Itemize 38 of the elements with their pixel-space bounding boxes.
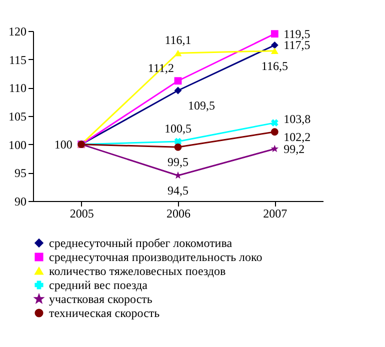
point: [270, 119, 278, 126]
data-label: 116,5: [261, 58, 288, 73]
x-tick-label: 2007: [263, 206, 288, 220]
y-tick-label: 115: [8, 52, 26, 67]
legend-label: техническая скорость: [49, 306, 160, 320]
legend-label: средний вес поезда: [49, 278, 148, 292]
legend-label: участковая скорость: [49, 292, 153, 306]
point: [270, 30, 278, 38]
point: [270, 41, 278, 49]
point: [174, 143, 182, 151]
y-tick-label: 95: [14, 166, 26, 180]
point: [174, 86, 182, 94]
point: [270, 48, 278, 54]
point: [174, 77, 182, 85]
point: [270, 144, 279, 152]
data-label: 100: [54, 137, 72, 152]
legend-label: среднесуточный пробег локомотива: [49, 236, 233, 250]
legend-label: среднесуточная производительность локо: [49, 250, 262, 264]
point: [270, 128, 278, 136]
y-tick-label: 120: [8, 24, 26, 38]
point: [174, 50, 182, 56]
data-label: 103,8: [284, 112, 311, 126]
y-tick-label: 100: [8, 138, 26, 152]
y-tick-label: 110: [8, 81, 26, 96]
x-tick-label: 2006: [166, 206, 190, 220]
y-tick-label: 105: [8, 110, 26, 124]
data-label: 102,2: [284, 130, 311, 144]
legend-label: количество тяжеловесных поездов: [49, 264, 226, 278]
data-label: 119,5: [284, 26, 310, 41]
data-label: 94,5: [168, 184, 188, 198]
data-label: 100,5: [164, 122, 192, 136]
data-label: 116,1: [164, 33, 192, 48]
data-label: 99,2: [284, 142, 305, 156]
data-label: 99,5: [168, 155, 188, 170]
data-label: 109,5: [188, 98, 215, 112]
y-tick-label: 90: [14, 194, 26, 208]
x-tick-label: 2005: [70, 206, 94, 220]
point: [174, 138, 182, 146]
